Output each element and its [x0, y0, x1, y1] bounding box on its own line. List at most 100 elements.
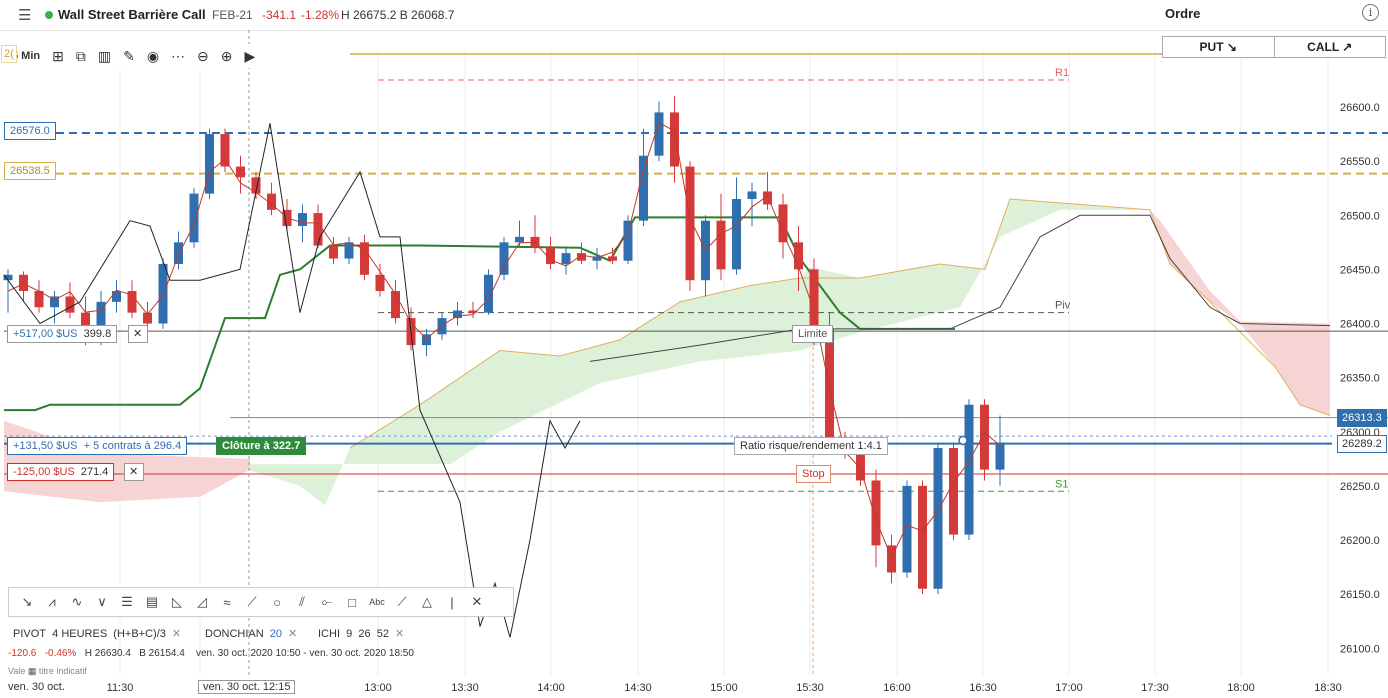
- indicator-donchian[interactable]: DONCHIAN 20 ✕: [205, 627, 297, 640]
- pl-top-tag[interactable]: +517,00 $US 399.8: [7, 325, 118, 343]
- more-icon[interactable]: ⋯: [171, 47, 186, 64]
- channel-tool[interactable]: ⫽: [299, 594, 305, 609]
- compare-icon[interactable]: ⧉: [75, 47, 86, 64]
- indicator-pivot[interactable]: PIVOT 4 HEURES (H+B+C)/3 ✕: [13, 627, 181, 640]
- stop-tag[interactable]: Stop: [796, 465, 831, 483]
- pivot-level-label: R1: [1055, 67, 1069, 79]
- remove-donchian-button[interactable]: ✕: [288, 628, 298, 640]
- trend-line-tool[interactable]: ↘: [21, 594, 33, 609]
- candle-body: [19, 274, 28, 292]
- text-tool[interactable]: Abc: [369, 597, 385, 607]
- eye-icon[interactable]: ◉: [146, 47, 160, 64]
- candle-body: [670, 112, 679, 167]
- fan-tool[interactable]: ◺: [172, 594, 182, 609]
- candle-body: [608, 256, 617, 261]
- candle-body: [499, 242, 509, 275]
- candle-body: [995, 442, 1005, 470]
- close-drawbar-button[interactable]: ✕: [471, 594, 483, 609]
- valeur-label: Vale: [8, 666, 26, 676]
- candle-body: [592, 256, 602, 261]
- level-tag-yellow[interactable]: 26538.5: [4, 162, 56, 180]
- call-button[interactable]: CALL ↗: [1307, 40, 1353, 54]
- rectangle-tool[interactable]: □: [348, 594, 356, 610]
- remove-pivot-button[interactable]: ✕: [171, 628, 182, 640]
- pivot-level-label: S1: [1055, 478, 1068, 490]
- indicator-ichi-params: 9 26 52: [346, 628, 389, 640]
- level-tag-top: 2(: [1, 45, 17, 63]
- interval-selector[interactable]: 5 Min: [12, 50, 41, 62]
- wave-pattern-tool[interactable]: ≈: [223, 594, 231, 610]
- candle-body: [50, 296, 59, 308]
- info-icon[interactable]: i: [1362, 4, 1379, 21]
- draw-icon[interactable]: ✎: [123, 47, 135, 64]
- bar-chart-type-icon[interactable]: ⊞: [52, 47, 64, 64]
- candle-body: [964, 404, 974, 535]
- candle-body: [716, 220, 726, 270]
- vee-tool[interactable]: ∨: [97, 594, 107, 609]
- candle-body: [375, 274, 385, 292]
- cloture-button[interactable]: Clôture à 322.7: [216, 437, 307, 455]
- candle-body: [763, 191, 772, 205]
- x-tick-label: 15:30: [796, 682, 824, 694]
- line-tool[interactable]: ⟋: [397, 594, 407, 609]
- put-button[interactable]: PUT ↘: [1163, 37, 1275, 57]
- instrument-name[interactable]: Wall Street Barrière Call: [58, 7, 206, 22]
- wave-tool[interactable]: ∿: [71, 594, 83, 609]
- order-handle-icon: [958, 435, 968, 446]
- polyline-tool[interactable]: ⩘: [48, 594, 56, 609]
- level-tag-blue[interactable]: 26576.0: [4, 122, 56, 140]
- current-price-tag: 26313.3: [1337, 409, 1387, 427]
- candle-body: [174, 242, 183, 264]
- limit-tag[interactable]: Limite: [792, 325, 834, 343]
- x-tick-label: 15:00: [710, 682, 738, 694]
- chikou-span: [3, 123, 581, 638]
- cursor-date-label: ven. 30 oct. 12:15: [198, 680, 296, 694]
- indicator-pivot-formula: (H+B+C)/3: [113, 628, 166, 640]
- y-tick-label: 26600.0: [1340, 102, 1380, 114]
- play-icon[interactable]: ▶: [244, 47, 256, 64]
- price-chart[interactable]: 11:30113:0013:3014:0014:3015:0015:3016:0…: [0, 30, 1388, 698]
- arc-tool[interactable]: ◿: [197, 594, 207, 609]
- x-tick-label: 11:30: [107, 682, 134, 694]
- y-tick-label: 26550.0: [1340, 156, 1380, 168]
- fib-extension-tool[interactable]: ▤: [145, 594, 159, 609]
- fib-retracement-tool[interactable]: ☰: [121, 594, 133, 609]
- pl-top-amount: +517,00 $US: [13, 328, 78, 340]
- zoom-out-icon[interactable]: ⊖: [197, 47, 209, 64]
- candle-body: [205, 134, 214, 194]
- pl-bot-tag[interactable]: -125,00 $US 271.4: [7, 463, 115, 481]
- vertical-line-tool[interactable]: |: [450, 594, 454, 610]
- candle-body: [143, 312, 152, 324]
- candle-body: [96, 301, 106, 335]
- top-bar: ☰ Wall Street Barrière Call FEB-21 -341.…: [0, 0, 1388, 31]
- x-tick-label: 18:30: [1314, 682, 1342, 694]
- change-percent: -1.28%: [301, 8, 340, 22]
- y-tick-label: 26200.0: [1340, 535, 1380, 547]
- close-top-button[interactable]: ✕: [128, 325, 148, 343]
- menu-icon[interactable]: ☰: [18, 7, 32, 24]
- candle-body: [437, 318, 447, 335]
- triangle-tool[interactable]: △: [422, 594, 432, 609]
- remove-ichi-button[interactable]: ✕: [394, 628, 405, 640]
- candle-body: [236, 166, 245, 178]
- indicator-ichi[interactable]: ICHI 9 26 52 ✕: [318, 627, 404, 640]
- indicator-pivot-name: PIVOT: [13, 628, 47, 640]
- ichimoku-cloud-bearish: [1150, 209, 1330, 416]
- pl-mid-tag[interactable]: +131,50 $US + 5 contrats à 296.4: [7, 437, 188, 455]
- circle-tool[interactable]: ○: [273, 594, 281, 610]
- calendar-icon[interactable]: ▦: [27, 666, 37, 676]
- risk-reward-label: Ratio risque/rendement 1:4.1: [734, 437, 888, 455]
- x-tick-label: 13:00: [364, 682, 392, 694]
- zoom-in-icon[interactable]: ⊕: [220, 47, 233, 64]
- x-tick-label: 14:00: [537, 682, 565, 694]
- ray-tool[interactable]: ⟜: [321, 594, 333, 609]
- candle-body: [468, 310, 478, 313]
- x-tick-label: 18:00: [1227, 682, 1255, 694]
- axis-date-label: ven. 30 oct.: [8, 681, 65, 693]
- close-bot-button[interactable]: ✕: [124, 463, 144, 481]
- candle-body: [561, 253, 571, 264]
- drawing-toolbar: ↘ ⩘ ∿ ∨ ☰ ▤ ◺ ◿ ≈ ⟋ ○ ⫽ ⟜ □ Abc ⟋ △ | ✕: [8, 587, 514, 617]
- ruler-tool[interactable]: ⟋: [247, 594, 257, 609]
- candle-body: [422, 334, 431, 346]
- indicators-icon[interactable]: ▥: [97, 47, 112, 64]
